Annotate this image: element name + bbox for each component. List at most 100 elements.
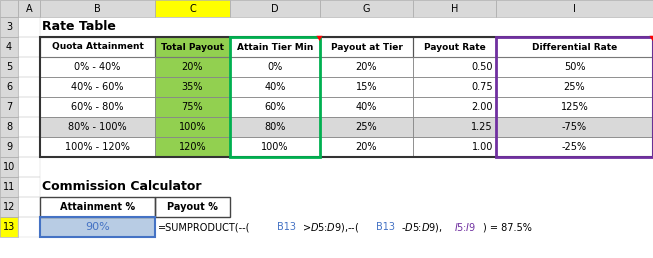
Bar [40, 97, 155, 117]
Text: 20%: 20% [356, 62, 377, 72]
Text: 13: 13 [3, 222, 15, 232]
Text: 0.75: 0.75 [471, 82, 493, 92]
Bar [413, 117, 496, 137]
Bar [413, 97, 496, 117]
Bar [18, 117, 40, 137]
Bar [18, 97, 40, 117]
Text: 0%: 0% [267, 62, 283, 72]
Bar [0, 77, 18, 97]
Text: 3: 3 [6, 22, 12, 32]
Text: 90%: 90% [85, 222, 110, 232]
Text: B13: B13 [278, 222, 296, 232]
Text: Commission Calculator: Commission Calculator [42, 181, 202, 194]
Bar [18, 117, 40, 137]
Bar [18, 177, 653, 197]
Bar [155, 117, 230, 137]
Bar [230, 137, 320, 157]
Bar [18, 217, 40, 237]
Bar [155, 37, 230, 57]
Text: 40%: 40% [264, 82, 286, 92]
Bar [155, 57, 230, 77]
Bar [320, 77, 413, 97]
Bar [413, 57, 496, 77]
Bar [40, 57, 155, 77]
Bar [0, 0, 18, 17]
Bar [155, 57, 230, 77]
Bar [0, 117, 18, 137]
Bar [18, 77, 40, 97]
Text: Payout %: Payout % [167, 202, 218, 212]
Bar [155, 97, 230, 117]
Bar [18, 17, 40, 37]
Bar [40, 37, 155, 57]
Bar [413, 0, 496, 17]
Bar [413, 137, 496, 157]
Text: 40% - 60%: 40% - 60% [71, 82, 124, 92]
Bar [320, 137, 413, 157]
Bar [40, 137, 155, 157]
Bar [155, 77, 230, 97]
Bar [320, 0, 413, 17]
Bar [18, 77, 40, 97]
Bar [320, 97, 413, 117]
Bar [0, 137, 18, 157]
Bar [496, 77, 653, 97]
Bar [155, 117, 230, 137]
Text: D: D [271, 4, 279, 13]
Text: 11: 11 [3, 182, 15, 192]
Bar [320, 77, 413, 97]
Bar [413, 0, 496, 17]
Bar [230, 137, 320, 157]
Bar [230, 57, 320, 77]
Bar [496, 137, 653, 157]
Text: 20%: 20% [356, 142, 377, 152]
Bar [230, 117, 320, 137]
Text: 25%: 25% [356, 122, 377, 132]
Text: 10: 10 [3, 162, 15, 172]
Bar [18, 217, 40, 237]
Text: Differential Rate: Differential Rate [532, 43, 617, 52]
Text: Attainment %: Attainment % [60, 202, 135, 212]
Text: 80%: 80% [264, 122, 286, 132]
Bar [40, 217, 155, 237]
Bar [0, 197, 18, 217]
Text: 25%: 25% [564, 82, 585, 92]
Bar [496, 0, 653, 17]
Bar [18, 137, 40, 157]
Bar [320, 0, 413, 17]
Bar [155, 137, 230, 157]
Text: 0% - 40%: 0% - 40% [74, 62, 121, 72]
Bar [496, 117, 653, 137]
Bar [40, 117, 155, 137]
Text: 50%: 50% [564, 62, 585, 72]
Text: ) = 87.5%: ) = 87.5% [483, 222, 532, 232]
Text: 35%: 35% [182, 82, 203, 92]
Bar [0, 177, 18, 197]
Bar [40, 37, 155, 57]
Text: =SUMPRODUCT(--(: =SUMPRODUCT(--( [158, 222, 251, 232]
Bar [230, 97, 320, 117]
Bar [0, 0, 18, 17]
Bar [496, 117, 653, 137]
Bar [155, 77, 230, 97]
Text: 125%: 125% [561, 102, 588, 112]
Bar [18, 0, 40, 17]
Text: B: B [94, 4, 101, 13]
Bar [0, 17, 18, 37]
Bar [0, 17, 18, 37]
Bar [320, 117, 413, 137]
Bar [413, 37, 496, 57]
Text: 0.50: 0.50 [471, 62, 493, 72]
Bar [18, 197, 40, 217]
Bar [320, 117, 413, 137]
Bar [18, 17, 40, 37]
Bar [320, 57, 413, 77]
Text: 9: 9 [6, 142, 12, 152]
Bar [40, 117, 155, 137]
Text: B13: B13 [376, 222, 395, 232]
Bar [40, 197, 155, 217]
Bar [496, 97, 653, 117]
Bar [0, 157, 18, 177]
Bar [40, 137, 155, 157]
Bar [18, 97, 40, 117]
